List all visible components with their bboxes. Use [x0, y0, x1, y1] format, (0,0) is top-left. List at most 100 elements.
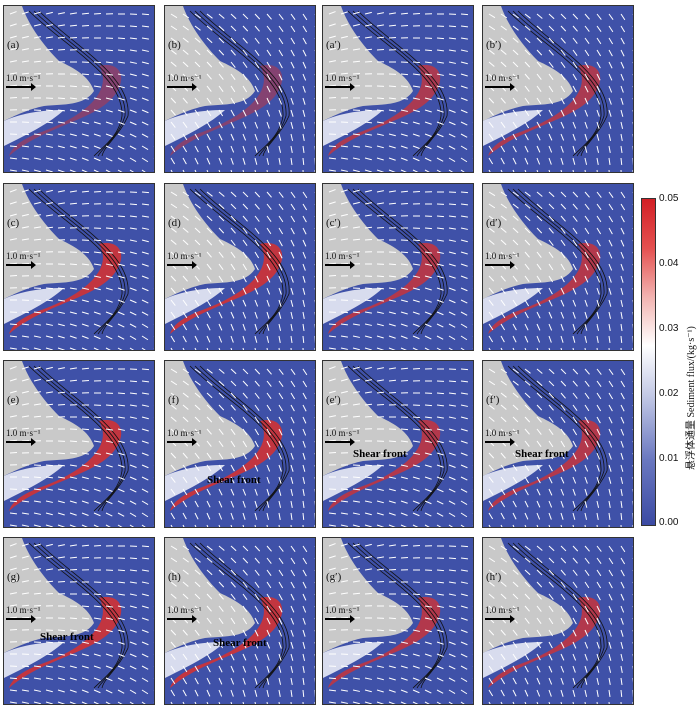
current-vector: [436, 677, 444, 682]
current-vector: [69, 476, 77, 479]
current-vector: [524, 512, 529, 520]
current-vector: [9, 335, 18, 338]
current-vector: [352, 347, 360, 350]
current-vector: [153, 62, 154, 63]
current-vector: [436, 239, 444, 242]
current-vector: [448, 97, 456, 101]
current-vector: [524, 665, 529, 673]
current-vector: [536, 464, 542, 472]
current-vector: [242, 203, 249, 210]
current-vector: [21, 189, 29, 193]
current-vector: [266, 109, 271, 117]
current-vector: [388, 653, 396, 656]
current-vector: [45, 366, 53, 370]
current-vector: [21, 580, 29, 583]
current-vector: [254, 404, 260, 411]
current-vector: [364, 464, 373, 467]
current-vector: [302, 512, 305, 521]
current-vector: [412, 169, 419, 172]
current-vector: [182, 452, 188, 459]
current-vector: [81, 97, 89, 100]
current-vector: [548, 677, 553, 685]
current-vector: [153, 369, 154, 370]
current-vector: [57, 544, 65, 547]
current-vector: [33, 665, 42, 668]
current-vector: [488, 416, 495, 422]
current-vector: [141, 97, 149, 101]
current-vector: [290, 569, 296, 577]
current-vector: [584, 476, 588, 484]
current-vector: [314, 324, 315, 329]
current-vector: [105, 500, 113, 505]
current-vector: [608, 25, 614, 33]
current-vector: [81, 677, 89, 681]
current-vector: [376, 544, 384, 547]
current-vector: [33, 201, 41, 205]
current-vector: [290, 524, 292, 527]
current-vector: [141, 121, 149, 126]
current-vector: [21, 524, 29, 527]
land-mass: [323, 538, 413, 653]
current-vector: [194, 701, 197, 704]
current-vector: [352, 226, 360, 229]
current-vector: [548, 347, 551, 350]
current-vector: [560, 677, 564, 685]
current-vector: [170, 368, 178, 374]
current-vector: [460, 440, 468, 444]
current-vector: [512, 641, 518, 648]
current-vector: [218, 701, 221, 704]
current-vector: [141, 227, 149, 230]
current-vector: [170, 191, 178, 197]
current-vector: [45, 500, 53, 503]
current-vector: [572, 61, 578, 69]
current-vector: [488, 512, 494, 520]
land-mass: [4, 184, 94, 299]
current-vector: [266, 251, 271, 259]
current-vector: [302, 593, 307, 601]
current-vector: [584, 617, 589, 625]
current-vector: [560, 335, 564, 343]
current-vector: [45, 665, 53, 668]
current-vector: [266, 593, 272, 601]
current-vector: [584, 428, 589, 436]
current-vector: [153, 618, 154, 619]
current-vector: [328, 628, 337, 631]
current-vector: [472, 204, 473, 205]
current-vector: [170, 37, 177, 43]
current-vector: [448, 452, 456, 456]
current-vector: [512, 239, 519, 246]
current-vector: [572, 157, 576, 165]
panel-label: (a′): [326, 39, 341, 51]
current-vector: [572, 569, 578, 576]
current-vector: [448, 251, 456, 255]
current-vector: [376, 287, 385, 290]
current-vector: [153, 38, 154, 39]
sediment-plume: [9, 65, 122, 156]
land-mass: [4, 361, 94, 476]
current-vector: [81, 629, 89, 632]
current-vector: [500, 641, 506, 648]
current-vector: [266, 335, 270, 343]
current-vector: [266, 13, 272, 20]
current-vector: [596, 121, 600, 129]
current-vector: [500, 545, 508, 551]
current-vector: [33, 500, 41, 503]
current-vector: [266, 145, 270, 153]
isobath-line: [33, 365, 126, 512]
current-vector: [584, 512, 588, 520]
current-vector: [278, 311, 282, 319]
current-vector: [314, 666, 315, 670]
current-vector: [206, 557, 213, 563]
current-vector: [412, 512, 420, 517]
current-vector: [170, 13, 178, 19]
current-vector: [352, 378, 360, 382]
current-vector: [412, 239, 421, 242]
current-vector: [512, 545, 519, 551]
current-vector: [242, 440, 248, 448]
vector-scale-label: 1.0 m·s⁻¹: [167, 251, 202, 261]
current-vector: [436, 251, 444, 254]
current-vector: [436, 299, 444, 303]
current-vector: [524, 557, 531, 563]
current-vector: [548, 203, 555, 210]
current-vector: [340, 311, 349, 314]
